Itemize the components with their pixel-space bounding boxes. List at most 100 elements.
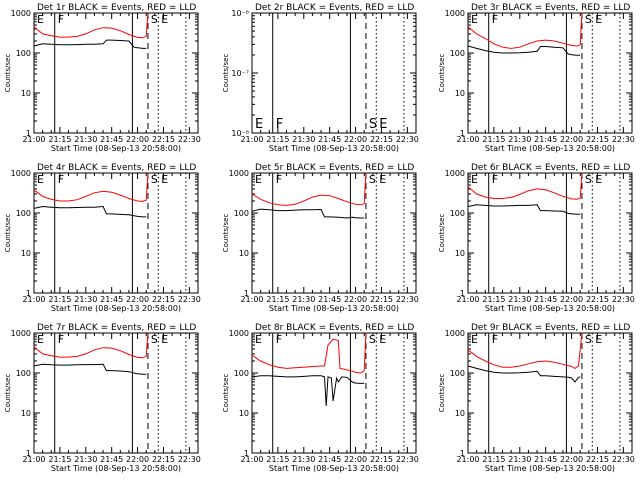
marker-label-f: F xyxy=(276,117,283,132)
panel-det-9r: Det 9r BLACK = Events, RED = LLD 1000 100 1… xyxy=(438,323,635,473)
x-axis-title: Start Time (08-Sep-13 20:58:00) xyxy=(269,304,399,313)
panel-det-4r: Det 4r BLACK = Events, RED = LLD 1000 100 1… xyxy=(4,163,201,313)
marker-label-s: S xyxy=(585,13,592,26)
axes-frame xyxy=(251,12,417,134)
y-tick-label: 1000 xyxy=(445,9,465,18)
x-tick-label: 21:15 xyxy=(482,135,505,144)
events-series-line xyxy=(251,208,365,219)
x-tick-label: 21:00 xyxy=(22,455,45,464)
x-tick-label: 22:15 xyxy=(370,135,393,144)
y-tick-label: 100 xyxy=(16,369,31,378)
x-tick-label: 21:45 xyxy=(534,295,557,304)
y-tick-label: 10 xyxy=(239,249,249,258)
y-tick-label: 1000 xyxy=(445,169,465,178)
marker-label-f: F xyxy=(276,333,282,346)
x-tick-label: 22:15 xyxy=(586,295,609,304)
marker-label-e: E xyxy=(161,173,168,186)
y-tick-label: 1 xyxy=(460,129,465,138)
events-series-line xyxy=(33,205,147,218)
marker-label-e: E xyxy=(379,333,386,346)
x-tick-label: 21:00 xyxy=(240,455,263,464)
panel-title: Det 2r BLACK = Events, RED = LLD xyxy=(255,3,414,13)
x-tick-label: 22:30 xyxy=(612,455,635,464)
x-tick-label: 21:45 xyxy=(534,455,557,464)
y-axis-title: Counts/sec xyxy=(222,54,230,93)
marker-label-s: S xyxy=(151,173,158,186)
y-tick-label: 1000 xyxy=(229,169,249,178)
y-axis-title: Counts/sec xyxy=(438,214,446,253)
y-tick-label: 100 xyxy=(450,209,465,218)
y-axis-title: Counts/sec xyxy=(438,374,446,413)
x-tick-label: 22:30 xyxy=(396,135,419,144)
x-tick-label: 21:15 xyxy=(48,295,71,304)
y-tick-label: 100 xyxy=(450,369,465,378)
x-tick-label: 21:30 xyxy=(292,455,315,464)
axes-frame xyxy=(33,332,199,454)
x-tick-label: 22:00 xyxy=(344,135,367,144)
x-tick-label: 21:45 xyxy=(100,455,123,464)
x-tick-label: 21:15 xyxy=(266,455,289,464)
marker-label-f: F xyxy=(492,13,498,26)
x-tick-label: 22:30 xyxy=(178,295,201,304)
marker-label-f: F xyxy=(492,333,498,346)
x-tick-label: 22:15 xyxy=(370,455,393,464)
x-tick-label: 22:00 xyxy=(126,135,149,144)
y-tick-label: 1 xyxy=(460,289,465,298)
y-tick-label: 1 xyxy=(26,129,31,138)
marker-label-e: E xyxy=(161,333,168,346)
panel-title: Det 1r BLACK = Events, RED = LLD xyxy=(37,3,196,13)
marker-label-s: S xyxy=(151,333,158,346)
x-tick-label: 22:00 xyxy=(126,295,149,304)
marker-label-s: S xyxy=(369,333,376,346)
x-tick-label: 22:30 xyxy=(178,135,201,144)
events-series-line xyxy=(467,365,581,383)
x-tick-label: 21:15 xyxy=(482,295,505,304)
marker-label-s: S xyxy=(585,173,592,186)
x-axis-title: Start Time (08-Sep-13 20:58:00) xyxy=(51,144,181,153)
panel-title: Det 9r BLACK = Events, RED = LLD xyxy=(471,323,630,333)
x-axis-title: Start Time (08-Sep-13 20:58:00) xyxy=(485,464,615,473)
events-series-line xyxy=(251,375,365,407)
marker-label-e: E xyxy=(595,333,602,346)
x-tick-label: 22:15 xyxy=(152,135,175,144)
panel-title: Det 6r BLACK = Events, RED = LLD xyxy=(471,163,630,173)
x-tick-label: 22:30 xyxy=(612,295,635,304)
x-tick-label: 21:45 xyxy=(318,135,341,144)
panel-title: Det 4r BLACK = Events, RED = LLD xyxy=(37,163,196,173)
events-series-line xyxy=(33,363,147,375)
y-tick-label: 1 xyxy=(26,449,31,458)
y-tick-label: 100 xyxy=(16,209,31,218)
y-tick-label: 1000 xyxy=(229,329,249,338)
panel-det-1r: Det 1r BLACK = Events, RED = LLD 1000 100 1… xyxy=(4,3,201,153)
x-tick-label: 22:00 xyxy=(344,455,367,464)
events-series-line xyxy=(33,39,147,49)
lld-series-line xyxy=(33,12,149,39)
x-axis-title: Start Time (08-Sep-13 20:58:00) xyxy=(269,464,399,473)
x-tick-label: 21:00 xyxy=(240,295,263,304)
y-tick-label: 10⁻⁶ xyxy=(231,9,249,18)
events-series-line xyxy=(467,45,581,56)
x-axis-title: Start Time (08-Sep-13 20:58:00) xyxy=(269,144,399,153)
x-tick-label: 22:00 xyxy=(344,295,367,304)
x-axis-title: Start Time (08-Sep-13 20:58:00) xyxy=(485,304,615,313)
marker-label-e: E xyxy=(37,333,44,346)
marker-label-e: E xyxy=(379,173,386,186)
x-tick-label: 21:15 xyxy=(48,455,71,464)
panel-det-6r: Det 6r BLACK = Events, RED = LLD 1000 100 1… xyxy=(438,163,635,313)
x-tick-label: 21:45 xyxy=(318,295,341,304)
x-axis-title: Start Time (08-Sep-13 20:58:00) xyxy=(51,304,181,313)
marker-label-e: E xyxy=(471,13,478,26)
x-tick-label: 22:15 xyxy=(370,295,393,304)
y-axis-title: Counts/sec xyxy=(4,214,12,253)
x-tick-label: 21:15 xyxy=(482,455,505,464)
y-tick-label: 10 xyxy=(21,409,31,418)
panel-det-8r: Det 8r BLACK = Events, RED = LLD 1000 100 1… xyxy=(222,323,419,473)
y-tick-label: 10 xyxy=(455,409,465,418)
x-tick-label: 21:30 xyxy=(74,135,97,144)
axes-frame xyxy=(33,172,199,294)
lld-series-line xyxy=(33,172,149,202)
marker-label-s: S xyxy=(369,173,376,186)
marker-label-e: E xyxy=(595,13,602,26)
y-axis-title: Counts/sec xyxy=(222,214,230,253)
